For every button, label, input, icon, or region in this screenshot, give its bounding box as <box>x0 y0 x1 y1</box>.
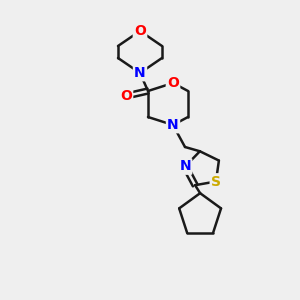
Text: N: N <box>179 160 191 173</box>
Text: N: N <box>167 118 179 132</box>
Text: N: N <box>134 66 146 80</box>
Text: O: O <box>120 89 132 103</box>
Text: O: O <box>167 76 179 90</box>
Text: O: O <box>134 24 146 38</box>
Text: S: S <box>211 175 221 188</box>
